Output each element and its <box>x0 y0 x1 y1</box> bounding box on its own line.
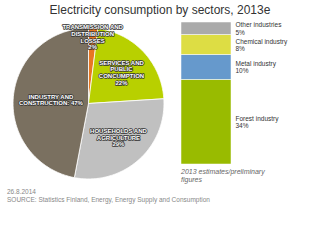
html-text:Electricity consumption by sec: Electricity consumption by sectors, 2013… <box>49 3 271 17</box>
svg-text:Other industries5%: Other industries5% <box>236 21 283 35</box>
svg-text:Forest industry34%: Forest industry34% <box>236 115 280 129</box>
html-text:26.8.2014 SOURCE: Statistics F: 26.8.2014 SOURCE: Statistics Finland, En… <box>7 188 210 203</box>
svg-text:TRANSMISSION ANDDISTRIBUTIONLO: TRANSMISSION ANDDISTRIBUTIONLOSSES2% <box>62 24 123 50</box>
svg-text:SERVICES ANDPUBLICCONCUMPTION2: SERVICES ANDPUBLICCONCUMPTION22% <box>99 60 145 86</box>
svg-text:HOUSEHOLDS ANDAGRICULTURE29%: HOUSEHOLDS ANDAGRICULTURE29% <box>90 128 147 147</box>
svg-text:Chemical industry8%: Chemical industry8% <box>236 38 288 52</box>
html-text:2013 estimates/preliminary fig: 2013 estimates/preliminary figures <box>181 168 265 183</box>
svg-text:Metal industry10%: Metal industry10% <box>236 60 277 74</box>
svg-text:INDUSTRY ANDCONSTRUCTION: 47%: INDUSTRY ANDCONSTRUCTION: 47% <box>19 94 84 107</box>
